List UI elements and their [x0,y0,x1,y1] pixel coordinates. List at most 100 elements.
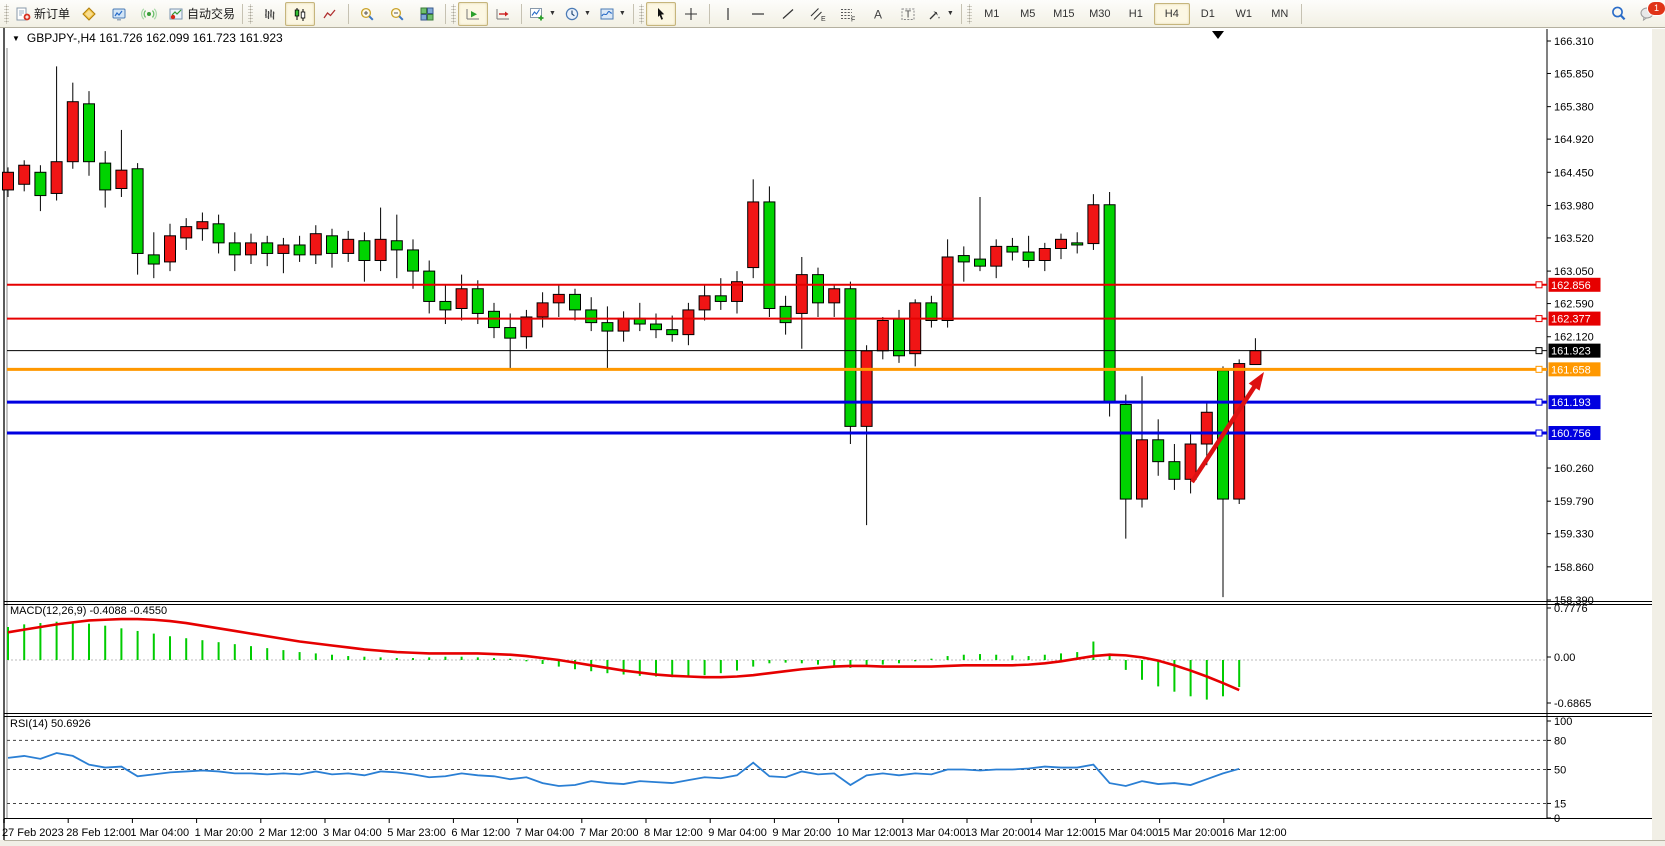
candle-bearish [1119,403,1132,500]
candle-bullish [682,309,695,336]
timeframe-button-M30[interactable]: M30 [1089,7,1111,20]
tile-windows-button[interactable] [412,2,442,26]
line-drag-handle[interactable] [1535,398,1543,406]
periods-caret: ▼ [583,10,591,17]
line-drag-handle[interactable] [1535,281,1543,289]
text-icon: A [874,7,882,21]
candle-bearish [293,244,306,256]
line-drag-handle[interactable] [1535,365,1543,373]
date-label: 28 Feb 12:00 [66,827,131,839]
zoom-out-button[interactable] [382,2,412,26]
candle-bullish [277,244,290,254]
price-tick-label: 165.850 [1554,68,1594,80]
chart-shift-button[interactable] [488,2,518,26]
notifications-button[interactable]: 1 [1633,0,1665,26]
svg-text:A: A [874,7,882,21]
toolbar-grip[interactable] [638,3,644,24]
candle-bearish [1006,245,1019,253]
candle-bullish [617,317,630,332]
rsi-label: RSI(14) 50.6926 [10,718,91,730]
crosshair-button[interactable] [676,2,706,26]
new-order-label: 新订单 [34,7,71,21]
timeframe-button-M5[interactable]: M5 [1020,7,1036,20]
search-button[interactable] [1603,2,1633,26]
cursor-button[interactable] [645,1,676,26]
toolbar-grip[interactable] [248,3,254,24]
price-tick-label: 163.980 [1554,200,1594,212]
rsi-tick-label: 100 [1554,716,1572,728]
price-tick-label: 158.860 [1554,562,1594,574]
horizontal-line-icon [751,12,764,15]
equidistant-channel-button[interactable]: E [803,2,833,26]
text-button[interactable]: A [863,2,893,26]
price-tick-label: 159.330 [1554,529,1594,541]
candle-bullish [18,164,31,185]
candle-bullish [747,201,760,269]
chart-shift-icon [496,8,510,19]
line-drag-handle[interactable] [1535,347,1543,355]
timeframe-button-MN[interactable]: MN [1271,7,1289,20]
templates-button[interactable]: ▼ [595,2,630,26]
terminal-button[interactable] [104,2,134,26]
toolbar-separator [242,3,244,24]
candle-bearish [228,242,241,256]
trend-arrow-head[interactable] [1248,372,1264,391]
candle-bullish [536,302,549,318]
fibonacci-button[interactable]: F [833,2,863,26]
indicators-button[interactable]: ▼ [525,2,560,26]
price-badge [1548,343,1601,358]
candle-bearish [1103,204,1116,403]
candle-bearish [407,249,419,272]
zoom-in-button[interactable] [352,2,382,26]
periods-button[interactable]: ▼ [560,2,595,26]
collapse-triangle-icon[interactable]: ▼ [12,33,20,43]
candle-bullish [196,221,209,230]
text-label-button[interactable]: T [893,2,923,26]
toolbar-grip[interactable] [966,3,972,24]
horizontal-line-button[interactable] [743,2,773,26]
candle-bearish [844,288,857,427]
candle-bearish [763,201,776,310]
terminal-icon [112,8,126,20]
timeframe-button-H1[interactable]: H1 [1128,7,1143,20]
signals-icon [141,7,157,20]
line-drag-handle[interactable] [1535,429,1543,437]
candle-bearish [423,270,436,302]
toolbar-grip[interactable] [4,3,9,24]
bar-chart-icon [265,8,275,19]
auto-scroll-button[interactable] [458,1,489,26]
main-toolbar: 新订单 自动交易 ▼ [0,0,1665,28]
trendline-button[interactable] [773,2,803,26]
timeframe-button-W1[interactable]: W1 [1235,7,1253,20]
new-order-button[interactable]: 新订单 [11,2,74,26]
metaeditor-button[interactable] [74,2,104,26]
rsi-tick-label: 80 [1554,735,1566,747]
auto-trading-button[interactable]: 自动交易 [164,2,239,26]
date-label: 7 Mar 04:00 [516,827,575,839]
timeframe-button-M1[interactable]: M1 [984,7,1000,20]
svg-text:E: E [821,16,826,22]
price-badge [1548,395,1601,410]
candle-bearish [147,254,160,265]
line-drag-handle[interactable] [1535,315,1543,323]
candle-bearish [358,240,371,262]
date-label: 15 Mar 20:00 [1158,827,1223,839]
timeframe-button-H4[interactable]: H4 [1153,2,1190,25]
chart-canvas: 166.310 165.850 165.380 164.920 164.450 163.9… [0,28,1665,846]
timeframe-button-M15[interactable]: M15 [1053,7,1075,20]
line-chart-button[interactable] [315,2,345,26]
price-badge [1548,426,1601,441]
toolbar-grip[interactable] [451,3,457,24]
bar-chart-button[interactable] [255,2,285,26]
indicators-caret: ▼ [549,10,556,17]
date-label: 14 Mar 12:00 [1029,827,1094,839]
vertical-line-button[interactable] [713,2,743,26]
signals-button[interactable] [134,2,164,26]
candlestick-button[interactable] [285,1,316,26]
arrows-button[interactable]: ▼ [923,2,958,26]
date-label: 1 Mar 04:00 [130,827,189,839]
svg-text:F: F [851,16,855,22]
timeframe-button-D1[interactable]: D1 [1200,7,1215,20]
trend-arrow-line[interactable] [1190,382,1259,484]
chart-background [0,28,1665,846]
